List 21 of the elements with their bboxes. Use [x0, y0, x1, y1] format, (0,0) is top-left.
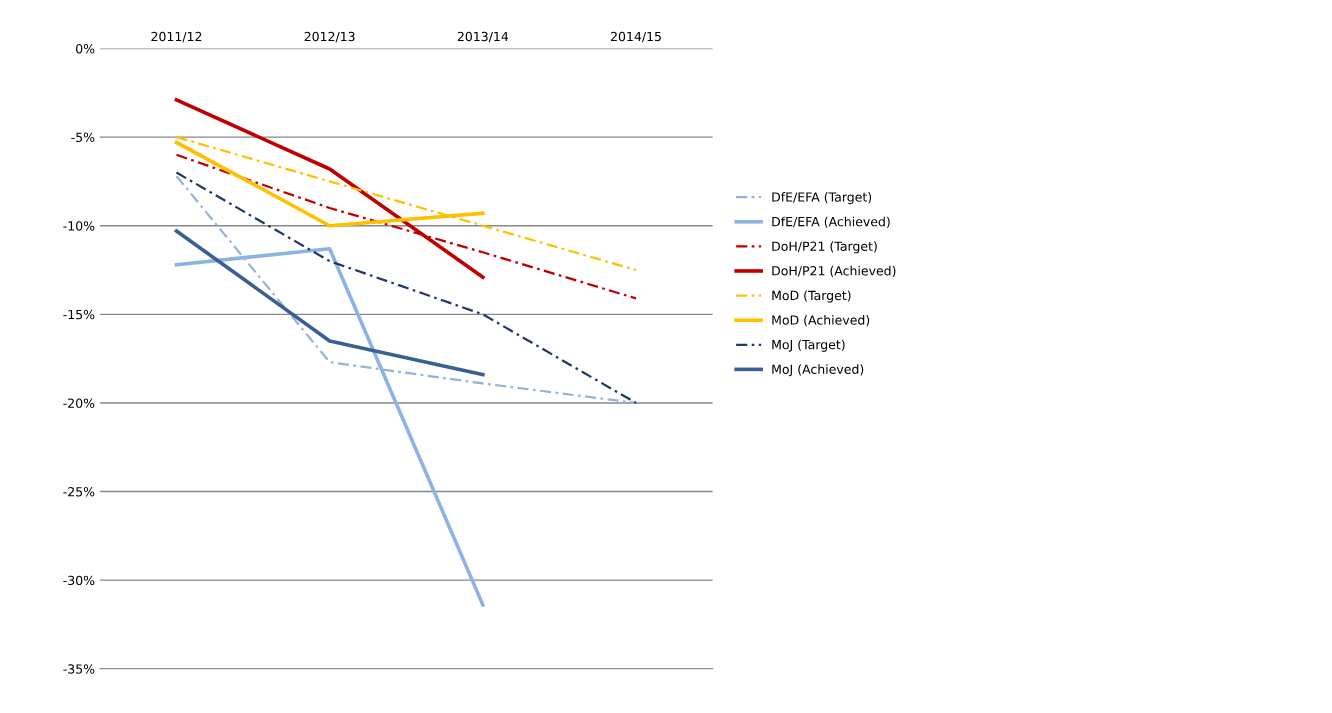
- x-tick-label: 2011/12: [151, 31, 202, 43]
- y-tick-label: -10%: [63, 221, 95, 231]
- line-series: [175, 135, 638, 272]
- x-tick-label: 2013/14: [457, 31, 509, 43]
- legend-label: MoJ (Achieved): [772, 364, 864, 377]
- y-tick-label: 0%: [76, 43, 95, 54]
- x-tick-label: 2014/15: [610, 31, 661, 43]
- legend-label: DfE/EFA (Achieved): [772, 216, 890, 228]
- y-tick-label: -5%: [71, 132, 95, 143]
- x-tick-label: 2012/13: [304, 31, 355, 43]
- y-tick-label: -30%: [63, 575, 95, 586]
- y-tick-label: -15%: [63, 309, 95, 320]
- legend-label: DoH/P21 (Achieved): [772, 265, 896, 277]
- legend-label: DfE/EFA (Target): [772, 192, 872, 205]
- legend-label: MoD (Target): [772, 290, 851, 303]
- legend-label: MoD (Achieved): [772, 315, 870, 327]
- legend-label: MoJ (Target): [772, 339, 845, 352]
- legend-label: DoH/P21 (Target): [772, 241, 877, 254]
- y-tick-label: -20%: [63, 398, 95, 408]
- y-tick-label: -35%: [63, 664, 95, 674]
- y-tick-label: -25%: [63, 487, 95, 497]
